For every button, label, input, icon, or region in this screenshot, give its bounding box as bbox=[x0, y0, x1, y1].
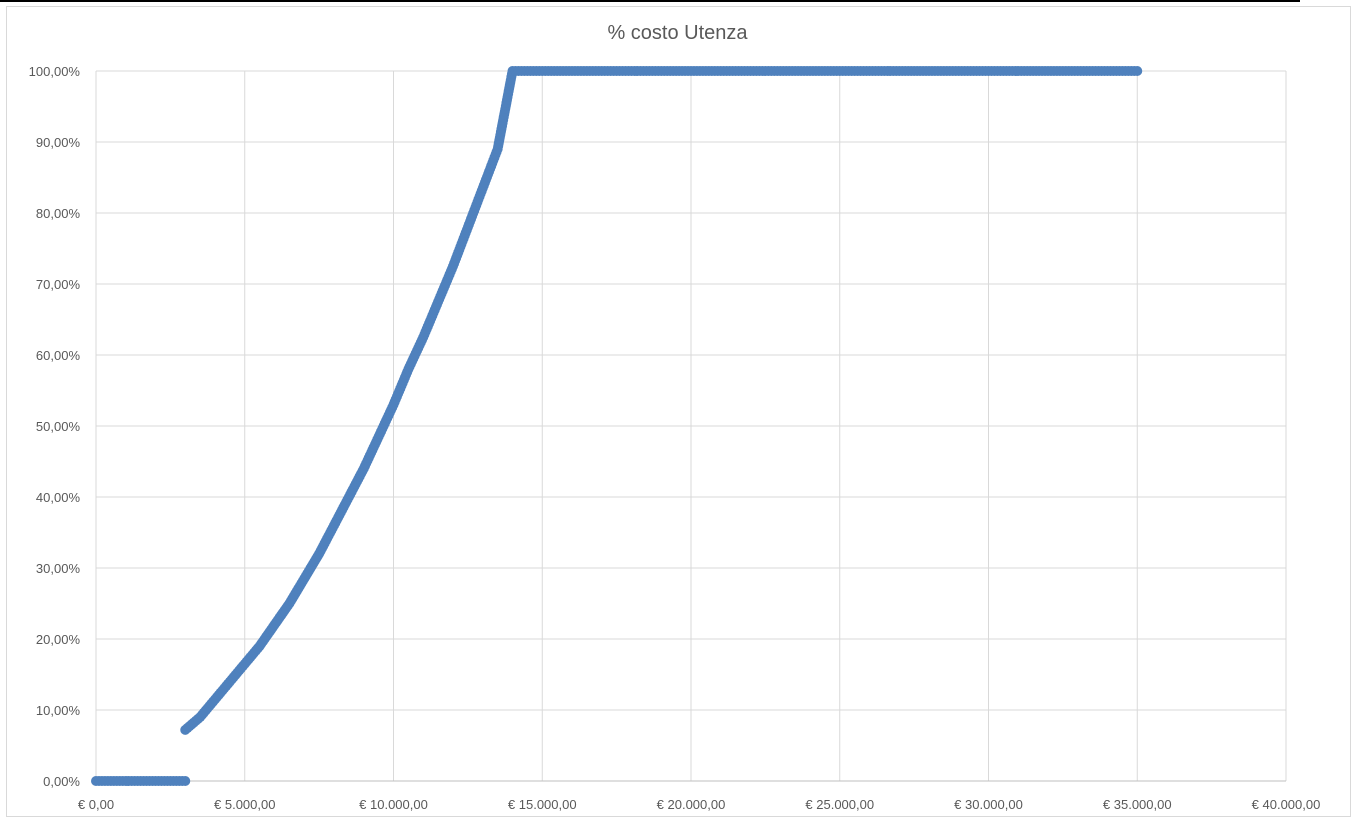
chart-area bbox=[6, 6, 1351, 817]
chart-title: % costo Utenza bbox=[607, 22, 748, 44]
data-point bbox=[180, 776, 191, 786]
y-tick-label: 20,00% bbox=[36, 632, 81, 647]
y-tick-label: 40,00% bbox=[36, 490, 81, 505]
data-point bbox=[1132, 66, 1143, 76]
x-tick-label: € 20.000,00 bbox=[657, 797, 726, 812]
y-tick-label: 10,00% bbox=[36, 703, 81, 718]
y-tick-label: 90,00% bbox=[36, 135, 81, 150]
x-tick-label: € 40.000,00 bbox=[1252, 797, 1321, 812]
x-tick-label: € 0,00 bbox=[78, 797, 114, 812]
y-tick-label: 70,00% bbox=[36, 277, 81, 292]
y-tick-label: 30,00% bbox=[36, 561, 81, 576]
y-tick-label: 80,00% bbox=[36, 206, 81, 221]
y-tick-label: 50,00% bbox=[36, 419, 81, 434]
x-tick-label: € 10.000,00 bbox=[359, 797, 428, 812]
y-tick-label: 60,00% bbox=[36, 348, 81, 363]
x-tick-label: € 25.000,00 bbox=[805, 797, 874, 812]
x-tick-label: € 5.000,00 bbox=[214, 797, 275, 812]
x-tick-label: € 15.000,00 bbox=[508, 797, 577, 812]
x-tick-label: € 35.000,00 bbox=[1103, 797, 1172, 812]
x-tick-label: € 30.000,00 bbox=[954, 797, 1023, 812]
top-border-line bbox=[0, 0, 1300, 2]
y-tick-label: 0,00% bbox=[43, 774, 80, 789]
y-tick-label: 100,00% bbox=[29, 64, 81, 79]
